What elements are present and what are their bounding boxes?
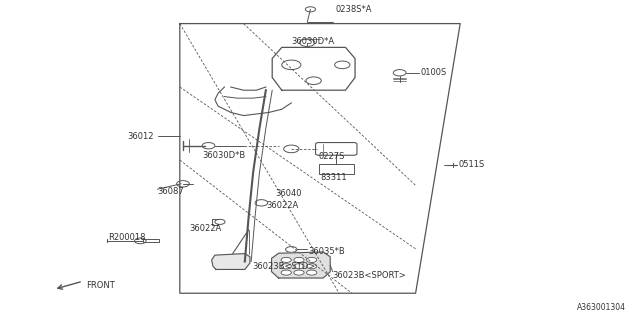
Circle shape [281,257,291,262]
Circle shape [307,257,317,262]
Text: 36030D*B: 36030D*B [202,151,245,160]
Circle shape [307,270,317,275]
Text: 36012: 36012 [127,132,154,141]
Text: 36023B<STD>: 36023B<STD> [252,262,315,271]
Bar [143,239,159,243]
Circle shape [307,264,317,269]
Text: 83311: 83311 [320,173,347,182]
Text: 36023B<SPORT>: 36023B<SPORT> [333,271,406,280]
Circle shape [294,270,304,275]
Text: 0238S*A: 0238S*A [336,5,372,14]
Text: 0100S: 0100S [420,68,447,77]
Circle shape [281,270,291,275]
Polygon shape [271,252,330,278]
Text: 36022A: 36022A [189,224,221,233]
Text: 36030D*A: 36030D*A [291,36,335,45]
Text: 0511S: 0511S [459,160,485,169]
Text: A363001304: A363001304 [577,303,626,312]
Text: 36040: 36040 [275,189,302,198]
Bar [319,164,354,174]
Circle shape [294,257,304,262]
Text: 36022A: 36022A [266,201,298,210]
Circle shape [294,264,304,269]
Text: R200018: R200018 [108,233,145,242]
Text: 36035*B: 36035*B [308,246,346,256]
Text: 36087: 36087 [157,187,184,196]
Polygon shape [212,253,250,269]
Circle shape [281,264,291,269]
Text: FRONT: FRONT [86,281,115,290]
Text: 0227S: 0227S [319,152,345,161]
